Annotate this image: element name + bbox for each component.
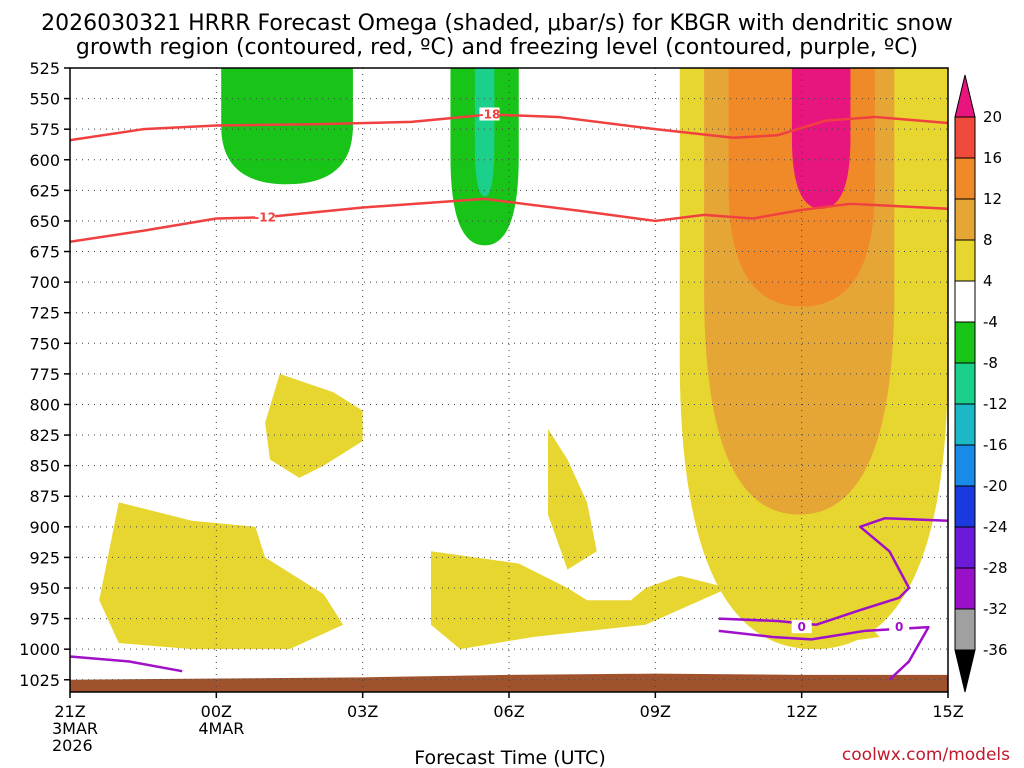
colorbar: 20 16 12 8 4 -4 -8 -12 -16 -20 -24 -28 -32 -36 bbox=[954, 74, 1008, 693]
x-tick-label: 3MAR bbox=[52, 719, 98, 738]
y-tick-label: 650 bbox=[29, 212, 60, 231]
plot-area: -18 -12 0 0 bbox=[70, 68, 948, 692]
y-tick-label: 600 bbox=[29, 151, 60, 170]
colorbar-bin bbox=[954, 444, 976, 487]
ground-fill bbox=[70, 673, 948, 692]
dgz-contour-label-bg bbox=[255, 210, 276, 224]
credit-link[interactable]: coolwx.com/models bbox=[842, 745, 1010, 765]
y-tick-label: 775 bbox=[29, 365, 60, 384]
y-tick-label: 825 bbox=[29, 426, 60, 445]
y-tick-label: 675 bbox=[29, 243, 60, 262]
chart-title-line-2: growth region (contoured, red, ºC) and f… bbox=[76, 35, 918, 60]
omega-descent-patch-2 bbox=[265, 373, 363, 478]
y-tick-label: 975 bbox=[29, 610, 60, 629]
y-tick-label: 750 bbox=[29, 334, 60, 353]
colorbar-label: 16 bbox=[983, 149, 1002, 167]
x-tick-label: 12Z bbox=[786, 702, 817, 721]
freezing-level-contour-label: 0 bbox=[797, 620, 805, 634]
y-tick-label: 925 bbox=[29, 548, 60, 567]
colorbar-bin bbox=[954, 321, 976, 364]
freezing-level-contour-2 bbox=[718, 625, 930, 681]
colorbar-label: -36 bbox=[983, 641, 1008, 659]
colorbar-bin bbox=[954, 567, 976, 610]
colorbar-label: 12 bbox=[983, 190, 1002, 208]
x-axis-label: Forecast Time (UTC) bbox=[414, 747, 605, 768]
colorbar-label: -28 bbox=[983, 559, 1008, 577]
y-tick-label: 550 bbox=[29, 90, 60, 109]
colorbar-label: -32 bbox=[983, 600, 1008, 618]
dgz-contour-label-bg bbox=[479, 107, 500, 121]
freezing-level-contour-3 bbox=[70, 655, 183, 673]
freezing-level-contour-label-bg bbox=[791, 620, 812, 634]
y-tick-label: 800 bbox=[29, 395, 60, 414]
colorbar-bin bbox=[954, 608, 976, 651]
x-tick-label: 00Z bbox=[201, 702, 232, 721]
y-tick-label: 625 bbox=[29, 181, 60, 200]
colorbar-bin bbox=[954, 239, 976, 282]
x-tick-label: 09Z bbox=[640, 702, 671, 721]
dgz-contour-1 bbox=[70, 113, 948, 142]
colorbar-label: -12 bbox=[983, 395, 1008, 413]
x-tick-label: 06Z bbox=[493, 702, 524, 721]
dgz-contour-label: -12 bbox=[254, 210, 276, 224]
omega-region-updraft-core-hour4 bbox=[221, 68, 353, 185]
y-tick-label: 725 bbox=[29, 304, 60, 323]
freezing-level-contour-label: 0 bbox=[895, 620, 903, 634]
dgz-contour-label: -18 bbox=[479, 107, 501, 121]
omega-descent-patch-3 bbox=[430, 551, 729, 650]
x-tick-label: 15Z bbox=[932, 702, 963, 721]
x-tick-label: 4MAR bbox=[198, 719, 244, 738]
x-tick-label: 2026 bbox=[52, 736, 93, 755]
omega-region-descent-peak-late bbox=[791, 68, 851, 209]
omega-descent-patch-5 bbox=[548, 428, 597, 570]
colorbar-label: -24 bbox=[983, 518, 1008, 536]
colorbar-bin bbox=[954, 157, 976, 200]
y-tick-label: 950 bbox=[29, 579, 60, 598]
y-tick-label: 850 bbox=[29, 457, 60, 476]
y-tick-label: 525 bbox=[29, 59, 60, 78]
colorbar-bin bbox=[954, 362, 976, 405]
colorbar-cap-top bbox=[954, 74, 976, 118]
chart-title-line-1: 2026030321 HRRR Forecast Omega (shaded, … bbox=[41, 11, 953, 36]
colorbar-cap-bottom bbox=[954, 649, 976, 693]
colorbar-bin bbox=[954, 403, 976, 446]
colorbar-label: 20 bbox=[983, 108, 1002, 126]
omega-descent-patch-1 bbox=[99, 502, 344, 650]
y-tick-label: 875 bbox=[29, 487, 60, 506]
colorbar-bin bbox=[954, 526, 976, 569]
colorbar-label: -4 bbox=[983, 313, 998, 331]
colorbar-label: 8 bbox=[983, 231, 993, 249]
colorbar-label: -20 bbox=[983, 477, 1008, 495]
y-tick-label: 700 bbox=[29, 273, 60, 292]
chart-title: 2026030321 HRRR Forecast Omega (shaded, … bbox=[41, 11, 953, 60]
colorbar-bin bbox=[954, 280, 976, 323]
dgz-contour-2 bbox=[70, 197, 948, 243]
freezing-level-contour-label-bg bbox=[889, 620, 910, 634]
colorbar-label: -8 bbox=[983, 354, 998, 372]
x-tick-label: 03Z bbox=[347, 702, 378, 721]
x-tick-label: 21Z bbox=[54, 702, 85, 721]
axes: 525 550 575 600 625 650 675 700 725 750 775 800 825 8… bbox=[19, 59, 963, 755]
colorbar-bin bbox=[954, 116, 976, 159]
colorbar-bin bbox=[954, 485, 976, 528]
y-tick-label: 900 bbox=[29, 518, 60, 537]
y-tick-label: 575 bbox=[29, 120, 60, 139]
omega-region-updraft-peak-hour9 bbox=[474, 68, 495, 197]
colorbar-label: 4 bbox=[983, 272, 993, 290]
colorbar-label: -16 bbox=[983, 436, 1008, 454]
colorbar-bin bbox=[954, 198, 976, 241]
y-tick-label: 1000 bbox=[19, 640, 60, 659]
y-tick-label: 1025 bbox=[19, 671, 60, 690]
